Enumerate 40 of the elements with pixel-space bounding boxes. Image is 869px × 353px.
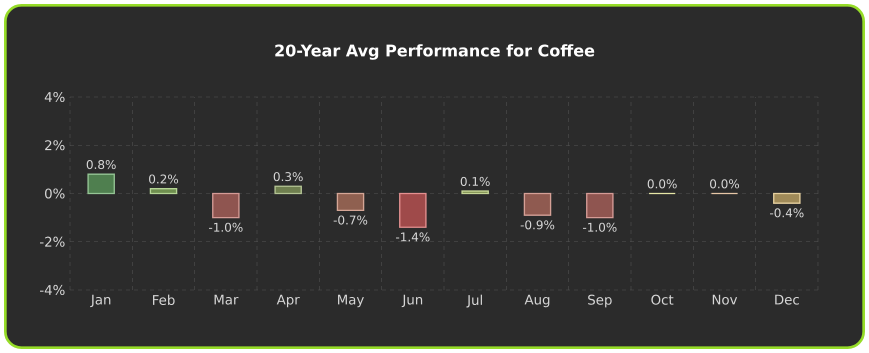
bar <box>212 192 240 218</box>
data-label: 0.0% <box>648 179 677 188</box>
x-tick-label: Jul <box>466 294 482 308</box>
bar <box>150 188 178 194</box>
x-tick-label: Sep <box>588 294 612 308</box>
x-tick-label: Aug <box>524 294 550 308</box>
bar <box>399 192 427 228</box>
data-label: -1.4% <box>396 232 430 242</box>
data-label: 0.2% <box>149 174 178 184</box>
x-tick-label: Nov <box>712 294 738 305</box>
y-tick-label: 4% <box>44 92 65 102</box>
y-tick-label: -4% <box>40 284 65 296</box>
data-label: -0.4% <box>770 208 804 218</box>
x-tick-label: Jun <box>402 294 422 308</box>
x-tick-label: Feb <box>153 294 175 306</box>
data-label: -1.0% <box>209 222 243 232</box>
x-tick-label: Oct <box>651 294 674 305</box>
bar <box>461 190 489 194</box>
x-tick-label: Jan <box>90 294 110 308</box>
y-tick-label: -2% <box>40 236 65 247</box>
bar <box>336 192 364 212</box>
x-tick-label: Apr <box>276 294 300 308</box>
data-label: 0.1% <box>460 176 490 186</box>
chart-title: 20-Year Avg Performance for Coffee <box>275 44 594 60</box>
bar <box>773 192 801 204</box>
data-label: 0.8% <box>86 160 116 170</box>
bar <box>274 186 302 194</box>
x-tick-label: May <box>338 294 364 308</box>
bar <box>586 192 614 218</box>
data-label: 0.3% <box>274 172 303 182</box>
x-tick-label: Dec <box>775 294 799 305</box>
x-tick-label: Mar <box>214 294 238 305</box>
data-label: -0.7% <box>334 215 368 225</box>
bar <box>87 174 115 194</box>
y-tick-label: 2% <box>45 140 65 150</box>
y-tick-label: 0% <box>45 188 65 199</box>
data-label: 0.0% <box>710 179 740 188</box>
data-label: -0.9% <box>520 220 554 230</box>
bar <box>524 192 552 216</box>
data-label: -1.0% <box>583 222 617 232</box>
